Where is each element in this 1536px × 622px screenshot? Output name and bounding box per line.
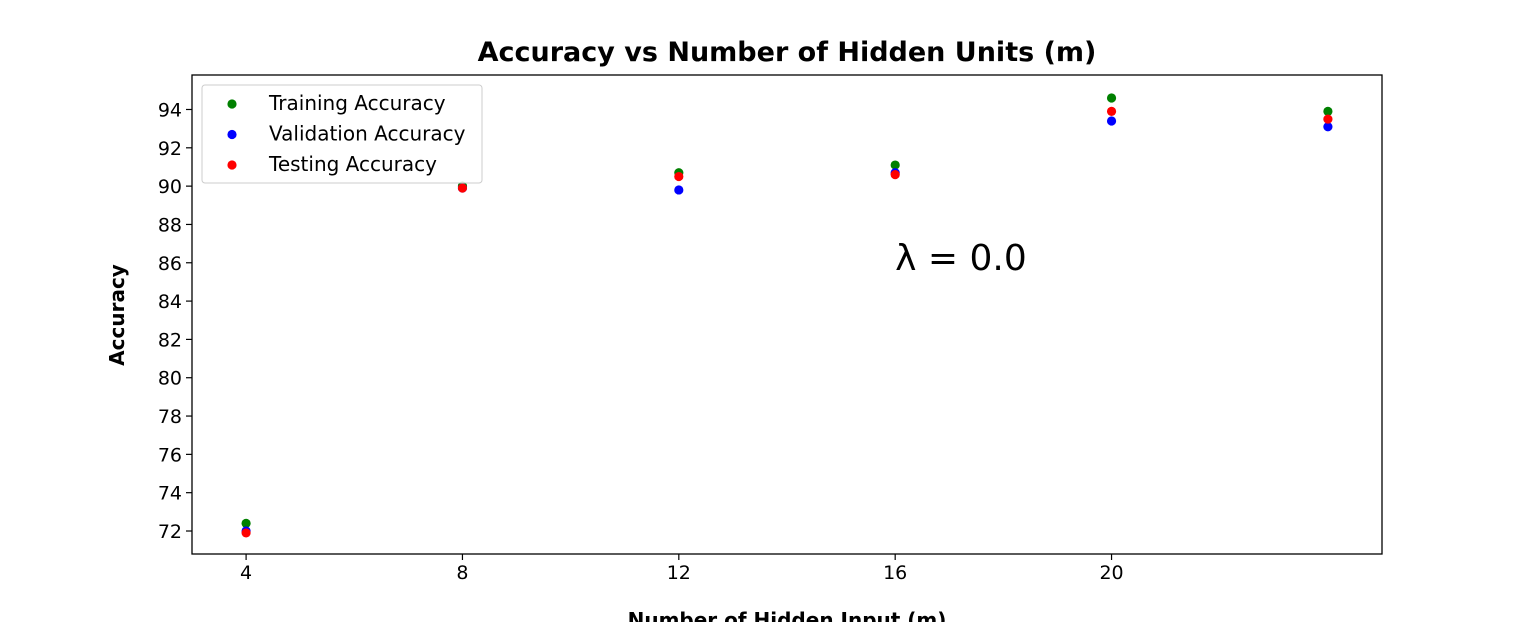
x-tick-label: 12 <box>667 562 691 584</box>
plot-frame <box>191 74 1383 555</box>
legend-label: Training Accuracy <box>268 91 446 115</box>
data-point <box>890 170 900 180</box>
y-tick-label: 86 <box>158 253 182 275</box>
y-tick-label: 92 <box>158 138 182 160</box>
y-axis-ticks: 72 74 76 78 80 82 84 86 88 90 92 94 <box>158 99 192 543</box>
x-axis-label: Number of Hidden Input (m) <box>628 608 947 622</box>
y-tick-label: 88 <box>158 214 182 236</box>
data-point <box>1323 122 1333 132</box>
legend-marker <box>227 160 237 170</box>
data-point <box>674 171 684 182</box>
y-tick-label: 78 <box>158 406 182 428</box>
y-axis-label: Accuracy <box>105 264 129 366</box>
data-point <box>1323 114 1333 124</box>
y-tick-label: 82 <box>158 329 182 351</box>
legend-marker <box>227 99 237 109</box>
data-point <box>1106 93 1117 103</box>
legend-label: Validation Accuracy <box>269 122 466 146</box>
data-points <box>241 93 1333 538</box>
x-tick-label: 20 <box>1099 562 1123 584</box>
data-point <box>674 185 684 195</box>
lambda-annotation: λ = 0.0 <box>895 238 1027 279</box>
y-tick-label: 80 <box>158 368 182 390</box>
data-point <box>1106 116 1117 126</box>
y-tick-label: 76 <box>158 444 182 466</box>
data-point <box>1106 106 1117 117</box>
y-tick-label: 84 <box>158 291 182 313</box>
x-axis-ticks: 4 8 12 16 20 <box>240 554 1124 584</box>
legend-frame <box>201 84 483 184</box>
legend-items: Training Accuracy Validation Accuracy Test… <box>227 91 466 176</box>
x-tick-label: 4 <box>240 562 252 584</box>
data-point <box>241 518 251 528</box>
data-point <box>457 183 468 193</box>
y-tick-label: 90 <box>158 176 182 198</box>
data-point <box>890 160 900 170</box>
legend-marker <box>227 129 237 140</box>
y-tick-label: 94 <box>158 99 182 121</box>
series-testing-accuracy <box>241 106 1333 538</box>
chart-title: Accuracy vs Number of Hidden Units (m) <box>478 37 1097 68</box>
x-tick-label: 8 <box>456 562 468 584</box>
y-tick-label: 72 <box>158 521 182 543</box>
x-tick-label: 16 <box>883 562 907 584</box>
data-point <box>1323 106 1333 117</box>
legend-label: Testing Accuracy <box>268 152 437 176</box>
data-point <box>241 528 251 538</box>
y-tick-label: 74 <box>158 483 182 505</box>
legend: Training Accuracy Validation Accuracy Test… <box>201 84 483 184</box>
